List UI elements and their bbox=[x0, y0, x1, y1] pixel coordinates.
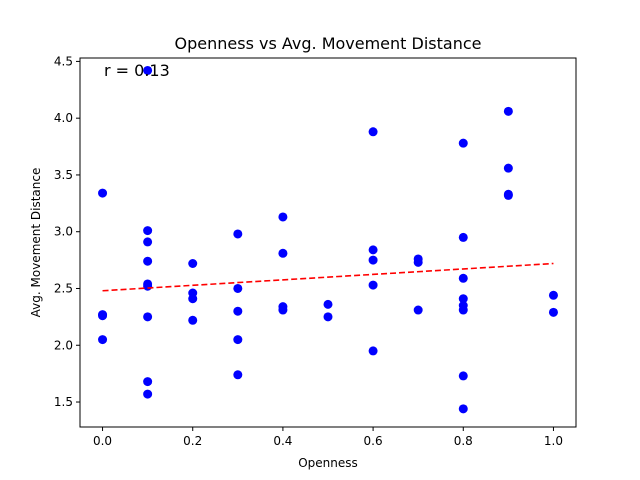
data-point bbox=[458, 232, 468, 242]
data-point bbox=[143, 377, 153, 387]
x-tick-label: 0.0 bbox=[93, 434, 112, 448]
data-point bbox=[323, 312, 333, 322]
x-tick-label: 0.8 bbox=[454, 434, 473, 448]
plot-area bbox=[98, 65, 558, 414]
y-tick-label: 3.0 bbox=[54, 225, 73, 239]
data-point bbox=[278, 248, 288, 258]
data-point bbox=[368, 255, 378, 265]
data-point bbox=[413, 257, 423, 267]
data-point bbox=[143, 237, 153, 247]
data-point bbox=[458, 138, 468, 148]
data-point bbox=[548, 290, 558, 300]
data-point bbox=[143, 256, 153, 266]
data-point bbox=[458, 371, 468, 381]
x-tick-label: 0.4 bbox=[273, 434, 292, 448]
y-tick-label: 1.5 bbox=[54, 395, 73, 409]
y-tick-label: 3.5 bbox=[54, 168, 73, 182]
data-point bbox=[98, 311, 108, 321]
data-point bbox=[458, 273, 468, 283]
data-point bbox=[278, 212, 288, 222]
data-point bbox=[233, 370, 243, 380]
data-point bbox=[143, 281, 153, 291]
data-point bbox=[368, 346, 378, 356]
y-axis-label: Avg. Movement Distance bbox=[29, 168, 43, 318]
data-point bbox=[458, 294, 468, 304]
data-point bbox=[98, 335, 108, 345]
trend-line bbox=[102, 262, 554, 292]
data-point bbox=[278, 305, 288, 315]
data-point bbox=[548, 307, 558, 317]
x-tick-label: 0.6 bbox=[364, 434, 383, 448]
plot-frame bbox=[79, 57, 577, 428]
data-point bbox=[188, 259, 198, 269]
data-point bbox=[323, 299, 333, 309]
y-tick-label: 2.0 bbox=[54, 338, 73, 352]
correlation-annotation: r = 0.13 bbox=[104, 61, 170, 80]
data-point bbox=[233, 283, 243, 293]
data-point bbox=[458, 404, 468, 414]
data-point bbox=[458, 305, 468, 315]
data-point bbox=[503, 190, 513, 200]
y-tick-label: 4.0 bbox=[54, 111, 73, 125]
data-point bbox=[503, 163, 513, 173]
data-point bbox=[233, 335, 243, 345]
data-point bbox=[233, 229, 243, 239]
data-point bbox=[368, 280, 378, 290]
data-point bbox=[368, 245, 378, 255]
data-point bbox=[143, 226, 153, 236]
data-point bbox=[503, 106, 513, 116]
y-axis: 1.5 2.0 2.5 3.0 3.5 4.0 4.5 bbox=[54, 54, 80, 409]
x-tick-label: 0.2 bbox=[183, 434, 202, 448]
chart-title: Openness vs Avg. Movement Distance bbox=[175, 34, 482, 53]
y-tick-label: 2.5 bbox=[54, 281, 73, 295]
y-tick-label: 4.5 bbox=[54, 54, 73, 68]
data-point bbox=[143, 312, 153, 322]
data-point bbox=[233, 306, 243, 316]
x-axis-label: Openness bbox=[298, 456, 358, 470]
x-axis: 0.0 0.2 0.4 0.6 0.8 1.0 bbox=[93, 427, 563, 448]
data-point bbox=[188, 315, 198, 325]
data-point bbox=[413, 305, 423, 315]
data-point bbox=[188, 294, 198, 304]
data-point bbox=[368, 127, 378, 137]
data-point bbox=[98, 188, 108, 198]
x-tick-label: 1.0 bbox=[544, 434, 563, 448]
data-point bbox=[143, 65, 153, 75]
data-point bbox=[143, 389, 153, 399]
